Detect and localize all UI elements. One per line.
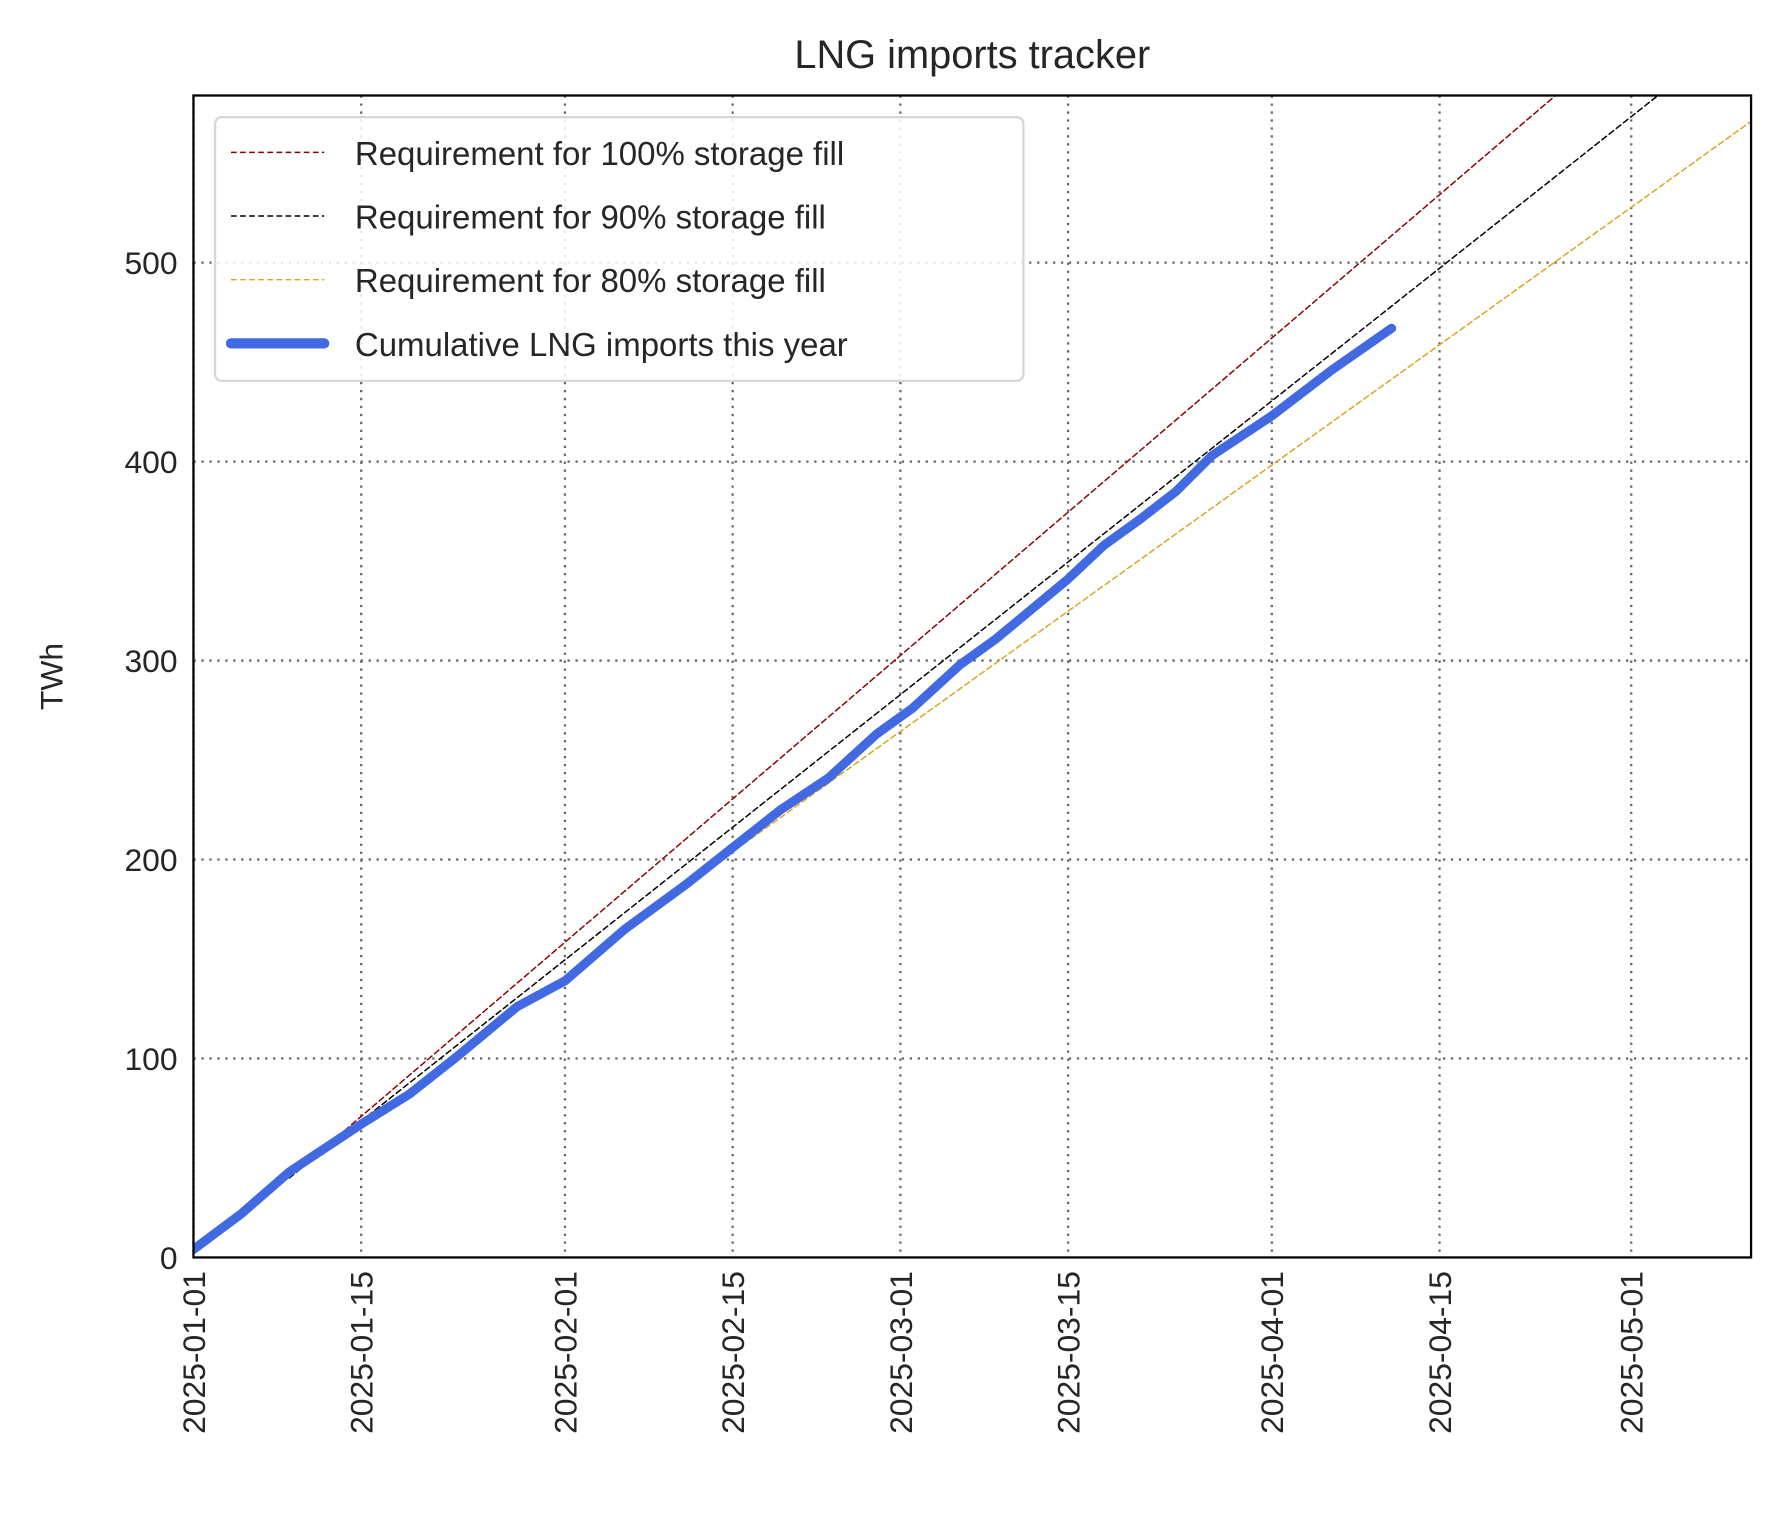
series-line-2 — [288, 95, 1660, 1179]
legend-label: Requirement for 90% storage fill — [355, 199, 826, 236]
series-line-4 — [193, 323, 1397, 1255]
series-lines — [193, 95, 1752, 1255]
x-tick-label: 2025-02-15 — [715, 1271, 751, 1434]
series-line-3 — [624, 120, 1752, 930]
chart-title: LNG imports tracker — [794, 33, 1150, 77]
x-tick-label: 2025-03-01 — [883, 1271, 919, 1434]
x-tick-label: 2025-04-15 — [1422, 1271, 1458, 1434]
y-tick-label: 200 — [124, 842, 177, 878]
y-tick-label: 300 — [124, 643, 177, 679]
y-tick-label: 400 — [124, 444, 177, 480]
x-tick-label: 2025-01-15 — [344, 1271, 380, 1434]
y-tick-label: 100 — [124, 1041, 177, 1077]
grid — [192, 95, 1752, 1258]
y-tick-label: 0 — [160, 1240, 178, 1276]
legend: Requirement for 100% storage fill Require… — [213, 115, 1025, 383]
series-line-1 — [288, 95, 1557, 1179]
x-tick-label: 2025-03-15 — [1050, 1271, 1086, 1434]
y-axis-label: TWh — [34, 643, 70, 710]
x-tick-label: 2025-02-01 — [547, 1271, 583, 1434]
x-tick-label: 2025-05-01 — [1614, 1271, 1650, 1434]
x-tick-label: 2025-04-01 — [1254, 1271, 1290, 1434]
plot-frame — [192, 94, 1753, 1259]
x-tick-label: 2025-01-01 — [176, 1271, 212, 1434]
y-tick-label: 500 — [124, 245, 177, 281]
legend-label: Cumulative LNG imports this year — [355, 326, 848, 363]
legend-label: Requirement for 80% storage fill — [355, 262, 826, 299]
x-axis: 2025-01-01 2025-01-15 2025-02-01 2025-02-15… — [176, 1271, 1650, 1434]
y-axis: 0 100 200 300 400 500 — [124, 245, 177, 1276]
legend-label: Requirement for 100% storage fill — [355, 135, 844, 172]
